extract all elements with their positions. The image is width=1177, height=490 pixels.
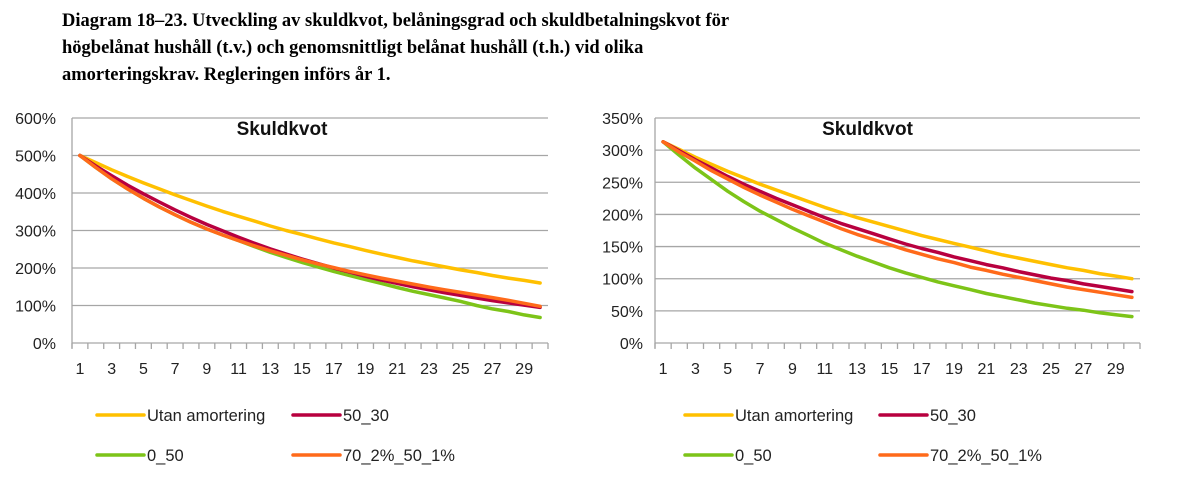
y-tick-label: 100% bbox=[15, 299, 56, 316]
x-tick-label: 1 bbox=[75, 361, 84, 378]
y-tick-label: 0% bbox=[620, 336, 643, 353]
x-tick-label: 1 bbox=[659, 361, 668, 378]
y-tick-label: 150% bbox=[602, 240, 643, 257]
x-tick-label: 17 bbox=[325, 361, 343, 378]
y-tick-label: 200% bbox=[602, 207, 643, 224]
series-line-utan-amortering bbox=[661, 140, 1134, 281]
x-tick-label: 13 bbox=[848, 361, 866, 378]
x-tick-label: 19 bbox=[357, 361, 375, 378]
series-line-70-2-50-1- bbox=[78, 153, 542, 309]
x-tick-label: 5 bbox=[139, 361, 148, 378]
y-tick-label: 0% bbox=[33, 336, 56, 353]
x-tick-label: 11 bbox=[816, 361, 833, 378]
series-line-70-2-50-1- bbox=[661, 140, 1134, 300]
x-tick-label: 29 bbox=[515, 361, 533, 378]
y-tick-label: 500% bbox=[15, 149, 56, 166]
x-tick-label: 29 bbox=[1107, 361, 1125, 378]
y-tick-label: 250% bbox=[602, 175, 643, 192]
x-tick-label: 15 bbox=[293, 361, 311, 378]
y-tick-label: 100% bbox=[602, 272, 643, 289]
x-tick-label: 3 bbox=[107, 361, 116, 378]
series-line-0-50 bbox=[661, 140, 1134, 319]
y-tick-label: 400% bbox=[15, 186, 56, 203]
x-tick-label: 13 bbox=[261, 361, 279, 378]
x-tick-label: 9 bbox=[202, 361, 211, 378]
x-tick-label: 5 bbox=[723, 361, 732, 378]
series-line-utan-amortering bbox=[78, 153, 542, 285]
legend-label: 70_2%_50_1% bbox=[343, 447, 455, 465]
x-tick-label: 15 bbox=[881, 361, 899, 378]
legend-label: 50_30 bbox=[930, 407, 976, 425]
x-tick-label: 21 bbox=[978, 361, 996, 378]
x-tick-label: 23 bbox=[420, 361, 438, 378]
x-tick-label: 25 bbox=[1042, 361, 1060, 378]
legend-label: 0_50 bbox=[735, 447, 772, 465]
chart-title: Skuldkvot bbox=[237, 119, 328, 140]
legend-label: Utan amortering bbox=[735, 407, 853, 425]
x-tick-label: 17 bbox=[913, 361, 931, 378]
x-tick-label: 3 bbox=[691, 361, 700, 378]
series-line-50-30 bbox=[661, 140, 1134, 294]
legend-label: Utan amortering bbox=[147, 407, 265, 425]
x-tick-label: 9 bbox=[788, 361, 797, 378]
x-tick-label: 25 bbox=[452, 361, 470, 378]
x-tick-label: 23 bbox=[1010, 361, 1028, 378]
title-line-3: amorteringskrav. Regleringen införs år 1… bbox=[62, 65, 391, 85]
x-tick-label: 7 bbox=[756, 361, 765, 378]
x-tick-label: 7 bbox=[171, 361, 180, 378]
right-chart: 0%50%100%150%200%250%300%350%1 3 5 7 9 11 13 15… bbox=[602, 111, 1141, 465]
y-tick-label: 200% bbox=[15, 261, 56, 278]
legend-label: 50_30 bbox=[343, 407, 389, 425]
figure-title: Diagram 18–23. Utveckling av skuldkvot, … bbox=[62, 8, 1062, 89]
y-tick-label: 50% bbox=[611, 304, 643, 321]
y-tick-label: 300% bbox=[602, 143, 643, 160]
x-tick-label: 11 bbox=[230, 361, 247, 378]
y-tick-label: 300% bbox=[15, 224, 56, 241]
title-line-2: högbelånat hushåll (t.v.) och genomsnitt… bbox=[62, 38, 644, 58]
x-tick-label: 21 bbox=[388, 361, 406, 378]
y-tick-label: 600% bbox=[15, 111, 56, 128]
legend-label: 0_50 bbox=[147, 447, 184, 465]
x-tick-label: 27 bbox=[1075, 361, 1093, 378]
legend-label: 70_2%_50_1% bbox=[930, 447, 1042, 465]
chart-title: Skuldkvot bbox=[822, 119, 913, 140]
title-line-1: Diagram 18–23. Utveckling av skuldkvot, … bbox=[62, 11, 730, 31]
x-tick-label: 19 bbox=[945, 361, 963, 378]
left-chart: 0%100%200%300%400%500%600%1 3 5 7 9 11 13 15 17 1… bbox=[15, 111, 549, 465]
x-tick-label: 27 bbox=[484, 361, 502, 378]
series-line-50-30 bbox=[78, 153, 542, 310]
y-tick-label: 350% bbox=[602, 111, 643, 128]
